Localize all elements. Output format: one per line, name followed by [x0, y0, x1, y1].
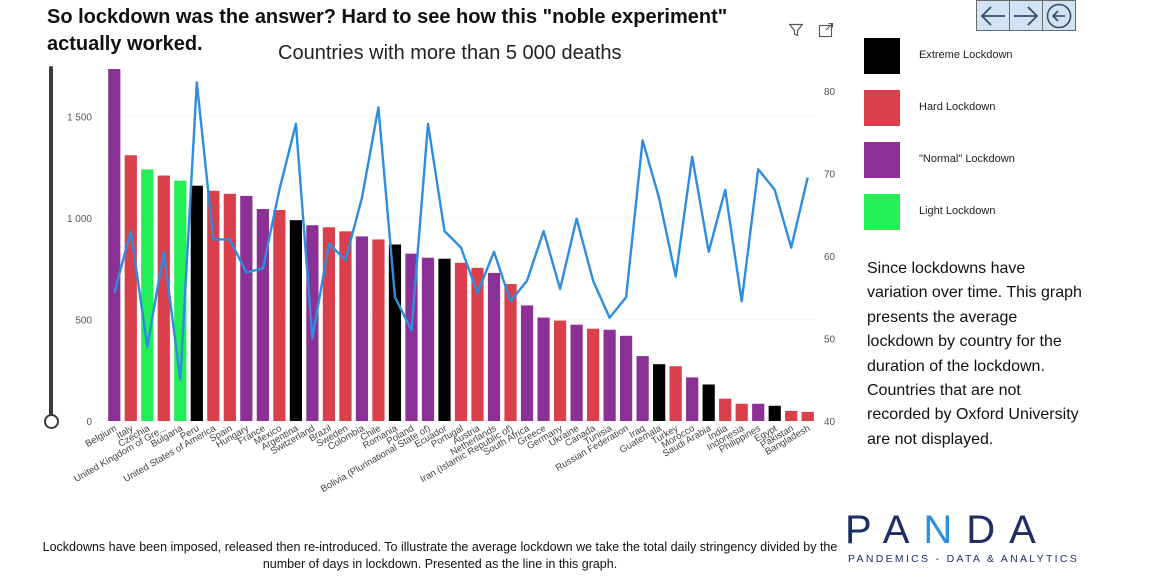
visual-header-icons — [788, 22, 834, 38]
y-tick-label: 1 500 — [67, 113, 92, 124]
footnote: Lockdowns have been imposed, released th… — [42, 540, 838, 571]
bar — [487, 272, 501, 421]
bar — [520, 305, 534, 421]
y2-tick-label: 80 — [824, 87, 836, 98]
slicer-handle[interactable] — [44, 414, 59, 429]
bar — [570, 324, 583, 421]
y2-tick-label: 60 — [824, 252, 836, 263]
side-note: Since lockdowns have variation over time… — [867, 260, 1082, 448]
bar — [586, 328, 600, 421]
bar — [355, 236, 369, 421]
y2-tick-label: 40 — [824, 417, 836, 428]
bar — [768, 405, 781, 421]
bar — [686, 377, 699, 421]
bar — [504, 284, 517, 421]
bar — [157, 175, 170, 421]
forward-button[interactable] — [1009, 0, 1043, 31]
bar — [553, 320, 567, 421]
filter-icon[interactable] — [788, 22, 804, 38]
bar — [801, 411, 814, 421]
bar — [669, 366, 682, 421]
bar — [273, 210, 286, 421]
legend-swatch-hard — [864, 90, 900, 126]
legend-label-light: Light Lockdown — [919, 205, 996, 217]
bar — [636, 356, 649, 421]
bar — [454, 262, 468, 421]
legend-label-extreme: Extreme Lockdown — [919, 49, 1013, 61]
y2-tick-label: 70 — [824, 169, 836, 180]
bar — [653, 364, 666, 421]
bar — [207, 190, 220, 421]
bar — [471, 267, 484, 421]
bar — [223, 193, 236, 421]
bar — [256, 209, 269, 421]
legend-label-normal: "Normal" Lockdown — [919, 153, 1015, 165]
focus-mode-icon[interactable] — [818, 22, 834, 38]
legend-swatch-light — [864, 194, 900, 230]
bar — [190, 185, 203, 421]
panda-logo: PANDA PANDEMICS - DATA & ANALYTICS — [845, 508, 1085, 568]
y2-tick-label: 50 — [824, 334, 836, 345]
bar — [719, 398, 732, 421]
logo-tagline: PANDEMICS - DATA & ANALYTICS — [848, 553, 1080, 565]
bar — [785, 410, 798, 421]
bar — [108, 69, 121, 422]
bar — [752, 403, 765, 421]
bar — [388, 244, 402, 421]
bar — [603, 329, 616, 421]
legend-item-extreme: Extreme Lockdown — [864, 38, 1164, 74]
bar — [537, 317, 550, 421]
y-tick-label: 500 — [75, 316, 92, 327]
bar — [438, 258, 451, 421]
legend-item-normal: "Normal" Lockdown — [864, 142, 1164, 178]
chart-title: Countries with more than 5 000 deaths — [278, 42, 622, 64]
bar — [620, 335, 633, 421]
stringency-line — [113, 81, 809, 381]
legend-swatch-extreme — [864, 38, 900, 74]
bar — [702, 384, 715, 421]
bar — [124, 155, 137, 421]
slicer-track[interactable] — [49, 66, 53, 422]
headline: So lockdown was the answer? Hard to see … — [47, 6, 728, 55]
bar — [289, 220, 302, 421]
home-button[interactable] — [1042, 0, 1076, 31]
bar — [735, 403, 748, 421]
arrow-left-icon — [980, 5, 1005, 26]
bar — [339, 231, 352, 421]
legend-swatch-normal — [864, 142, 900, 178]
legend-label-hard: Hard Lockdown — [919, 101, 996, 113]
y-tick-label: 1 000 — [67, 214, 92, 225]
bar — [421, 257, 435, 421]
bar — [322, 227, 336, 421]
y-tick-label: 0 — [86, 417, 92, 428]
bar — [240, 195, 253, 421]
circle-back-icon — [1046, 3, 1072, 28]
bar — [141, 169, 154, 421]
logo-wordmark: PANDA — [845, 508, 1050, 552]
arrow-right-icon — [1014, 5, 1039, 26]
legend-item-hard: Hard Lockdown — [864, 90, 1164, 126]
page-navigation — [976, 0, 1076, 31]
legend-item-light: Light Lockdown — [864, 194, 1164, 230]
bar — [372, 239, 385, 421]
